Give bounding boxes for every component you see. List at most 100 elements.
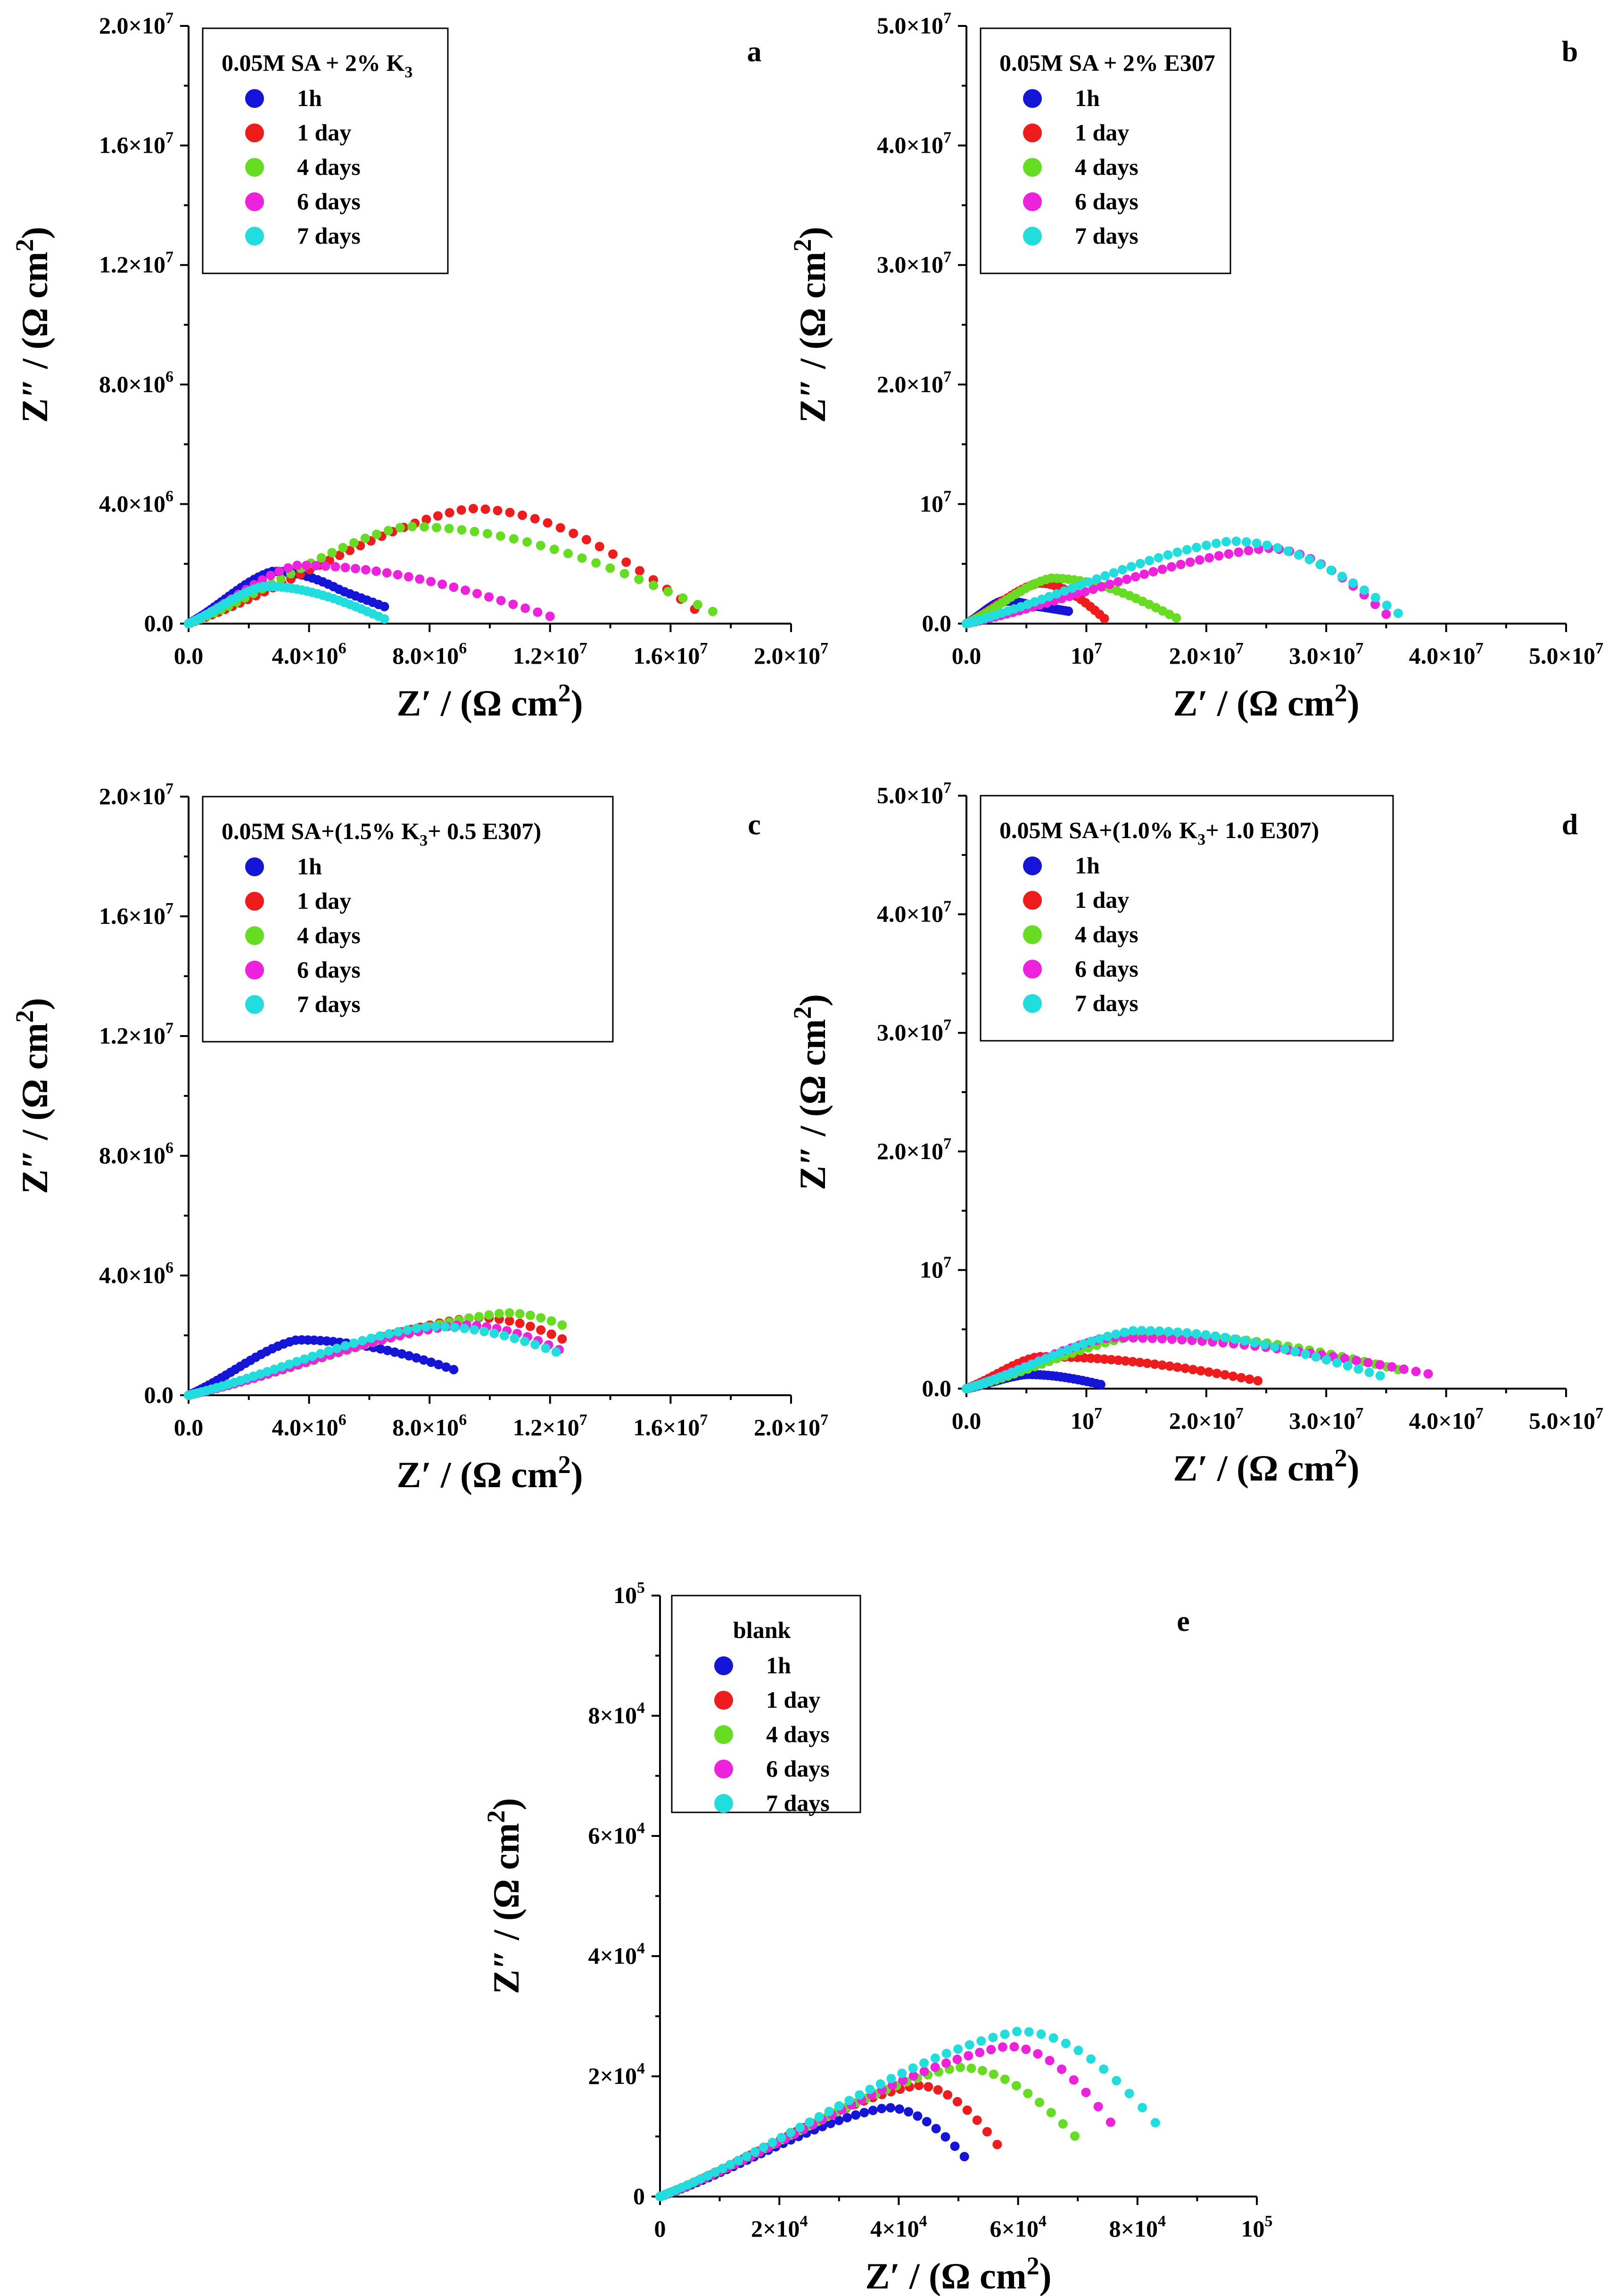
data-point	[795, 2123, 805, 2132]
data-point	[1326, 565, 1336, 575]
data-point	[767, 2138, 777, 2148]
data-point	[508, 600, 518, 609]
data-point	[283, 563, 293, 573]
data-point	[1056, 1348, 1065, 1358]
data-point	[1375, 1360, 1385, 1370]
x-tick-label: 2.0×107	[1169, 1405, 1244, 1434]
data-point	[549, 544, 559, 554]
data-point	[1301, 1350, 1311, 1359]
data-point	[1093, 2102, 1103, 2112]
legend: blank 1h 1 day 4 days 6 days 7 days	[671, 1595, 861, 1816]
data-point	[1252, 538, 1262, 548]
data-point	[930, 2053, 940, 2063]
data-point	[284, 1359, 294, 1369]
y-tick-label: 2.0×107	[877, 368, 951, 397]
data-point	[277, 1362, 287, 1372]
data-point	[536, 1313, 546, 1323]
data-point	[557, 1334, 567, 1344]
data-point	[1382, 601, 1392, 610]
data-point	[1113, 577, 1123, 587]
data-point	[931, 2123, 941, 2133]
data-point	[1000, 2029, 1010, 2039]
legend-label: 4 days	[1075, 921, 1138, 947]
data-point	[1099, 1354, 1109, 1364]
data-point	[510, 1333, 520, 1343]
legend: 0.05M SA + 2% K3 1h 1 day 4 days 6 days 7 day…	[202, 27, 449, 274]
data-point	[434, 1360, 444, 1369]
data-point	[525, 1310, 535, 1320]
data-point	[415, 574, 425, 584]
data-point	[1118, 565, 1127, 575]
data-point	[1128, 1357, 1138, 1366]
legend-marker	[245, 227, 264, 246]
data-point	[1121, 1356, 1130, 1366]
data-point	[1253, 1376, 1263, 1386]
data-point	[1147, 1333, 1157, 1343]
legend-marker	[245, 123, 264, 142]
series-1-day	[184, 504, 700, 628]
data-point	[913, 2111, 923, 2121]
data-point	[678, 593, 688, 603]
data-point	[1009, 2042, 1019, 2052]
data-point	[1036, 2029, 1046, 2039]
data-point	[444, 524, 454, 534]
series-6-days	[655, 2042, 1115, 2201]
y-tick-label: 0.0	[144, 1382, 174, 1408]
legend-marker	[1023, 960, 1042, 979]
data-point	[1099, 614, 1109, 624]
data-point	[1095, 1334, 1105, 1344]
data-point	[1370, 600, 1380, 609]
panel-letter: b	[1562, 36, 1578, 68]
data-point	[470, 527, 479, 536]
data-point	[421, 514, 431, 524]
y-tick-label: 1.6×107	[99, 900, 173, 929]
x-tick-label: 2.0×107	[1169, 640, 1244, 669]
legend-box	[671, 1595, 861, 1813]
legend-label: 4 days	[297, 154, 361, 180]
x-tick-label: 0.0	[952, 1407, 982, 1434]
data-point	[276, 574, 286, 584]
x-tick-label: 4.0×107	[1409, 1405, 1484, 1434]
data-point	[844, 2096, 854, 2106]
data-point	[897, 2068, 907, 2078]
legend-marker	[1023, 192, 1042, 211]
y-axis-title: Z″ / (Ω cm2)	[10, 227, 55, 423]
legend-marker	[1023, 123, 1042, 142]
data-point	[372, 529, 381, 539]
x-tick-label: 8.0×106	[392, 1411, 467, 1440]
data-point	[1063, 1345, 1073, 1355]
y-tick-label: 1.2×107	[99, 1020, 173, 1049]
data-point	[1172, 547, 1182, 557]
data-point	[533, 607, 543, 617]
data-point	[536, 1325, 546, 1335]
data-point	[1241, 537, 1251, 547]
data-point	[324, 1346, 334, 1356]
data-point	[426, 576, 436, 586]
data-point	[1150, 1359, 1160, 1369]
series-7-days	[962, 536, 1403, 628]
data-point	[1034, 2098, 1044, 2107]
y-tick-label: 4.0×107	[877, 898, 951, 927]
data-point	[518, 510, 527, 520]
data-point	[274, 567, 284, 576]
data-point	[962, 2105, 972, 2115]
data-point	[1137, 1325, 1147, 1335]
data-point	[1120, 1327, 1130, 1337]
legend-marker	[1023, 158, 1042, 177]
data-point	[759, 2142, 768, 2152]
data-point	[1103, 1332, 1113, 1341]
data-point	[460, 1324, 470, 1333]
data-point	[1130, 572, 1140, 582]
data-point	[986, 2045, 996, 2055]
y-tick-label: 105	[613, 1579, 645, 1608]
data-point	[390, 1347, 400, 1357]
data-point	[1214, 551, 1224, 561]
data-point	[321, 561, 330, 571]
data-point	[1220, 1333, 1230, 1342]
data-point	[1080, 587, 1090, 597]
data-point	[1061, 2039, 1071, 2049]
data-point	[1228, 1371, 1238, 1381]
data-point	[898, 2075, 908, 2085]
legend-marker	[1023, 227, 1042, 246]
data-point	[419, 1355, 429, 1365]
